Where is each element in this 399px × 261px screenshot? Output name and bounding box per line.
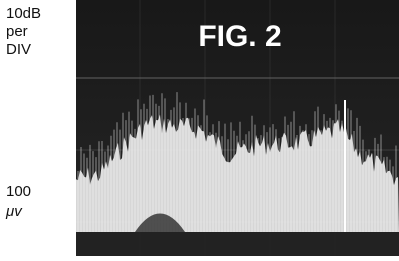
screen-bottom [76, 232, 399, 256]
page: FIG. 2 10dB per DIV 100 μv (() => { cons… [0, 0, 399, 256]
figure-title: FIG. 2 [198, 20, 281, 53]
reference-label: μv [5, 203, 23, 220]
scale-label: DIV [6, 41, 31, 58]
reference-label: 100 [6, 183, 31, 200]
scale-label: 10dB [6, 5, 41, 22]
figure: FIG. 2 10dB per DIV 100 μv [0, 0, 399, 256]
scale-label: per [6, 23, 28, 40]
